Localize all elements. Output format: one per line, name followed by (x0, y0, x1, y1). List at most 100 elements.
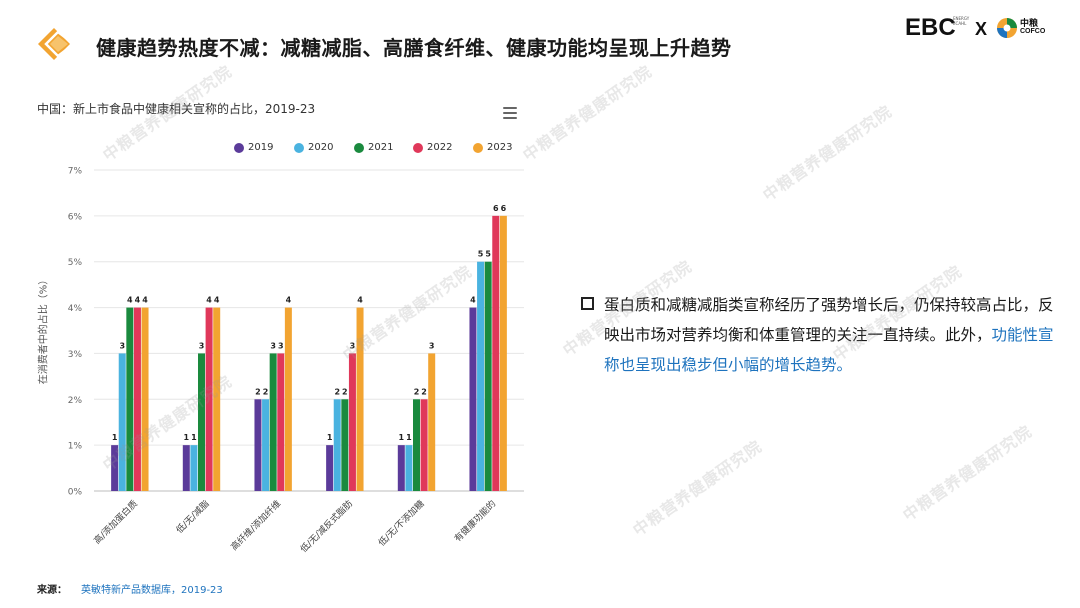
x-tick-label: 有健康功能的 (452, 498, 499, 545)
bar-2021[interactable] (484, 261, 492, 491)
bar-2019[interactable] (182, 445, 190, 491)
bullet-square-icon (581, 297, 594, 310)
bar-2023[interactable] (499, 215, 507, 491)
y-tick-label: 4% (68, 304, 83, 314)
data-label: 4 (127, 296, 133, 305)
bar-2021[interactable] (341, 399, 349, 491)
data-label: 4 (142, 296, 148, 305)
data-label: 6 (493, 204, 499, 213)
data-label: 6 (501, 204, 507, 213)
bar-2021[interactable] (269, 353, 277, 491)
brand-logos: EBC ENERGY ECAHL X 中粮 COFCO (905, 14, 1055, 44)
ebc-logo: EBC (905, 14, 956, 41)
data-label: 2 (263, 387, 269, 396)
bar-2022[interactable] (492, 215, 500, 491)
commentary-main: 蛋白质和减糖减脂类宣称经历了强势增长后，仍保持较高占比，反映出市场对营养均衡和体… (604, 296, 1054, 344)
hamburger-menu-icon[interactable] (503, 107, 517, 119)
cofco-logo-cn: 中粮 (1020, 19, 1039, 29)
data-label: 1 (112, 433, 118, 442)
source-note: 来源： 英敏特新产品数据库，2019-23 (37, 581, 223, 596)
data-label: 1 (399, 433, 405, 442)
y-tick-label: 0% (68, 488, 83, 498)
data-label: 5 (478, 250, 484, 259)
data-label: 2 (334, 387, 340, 396)
page-title: 健康趋势热度不减：减糖减脂、高膳食纤维、健康功能均呈现上升趋势 (96, 36, 732, 60)
y-tick-label: 2% (68, 396, 83, 406)
data-label: 3 (278, 341, 284, 350)
cofco-logo-en: COFCO (1020, 28, 1046, 35)
bar-2020[interactable] (333, 399, 341, 491)
y-tick-label: 7% (68, 167, 83, 177)
bar-2020[interactable] (405, 445, 413, 491)
data-label: 3 (270, 341, 276, 350)
ebc-logo-subtext: ENERGY ECAHL (953, 16, 970, 26)
x-tick-label: 高纤维/添加纤维 (228, 498, 283, 553)
legend-swatch-2020 (294, 143, 304, 153)
bar-2022[interactable] (420, 399, 428, 491)
data-label: 4 (286, 296, 292, 305)
legend-label-2020: 2020 (308, 142, 334, 153)
bar-2023[interactable] (141, 307, 149, 491)
bar-2023[interactable] (213, 307, 221, 491)
data-label: 1 (327, 433, 333, 442)
legend-swatch-2023 (473, 143, 483, 153)
legend-label-2023: 2023 (487, 142, 513, 153)
bar-2022[interactable] (133, 307, 141, 491)
legend-label-2021: 2021 (368, 142, 394, 153)
data-label: 5 (485, 250, 491, 259)
bar-2022[interactable] (348, 353, 356, 491)
legend-swatch-2019 (234, 143, 244, 153)
legend-swatch-2021 (354, 143, 364, 153)
data-label: 3 (119, 341, 125, 350)
bar-2019[interactable] (254, 399, 262, 491)
data-label: 2 (342, 387, 348, 396)
bar-2021[interactable] (413, 399, 420, 491)
x-tick-label: 高/添加蛋白质 (91, 498, 140, 547)
bar-2019[interactable] (111, 445, 119, 491)
commentary-text: 蛋白质和减糖减脂类宣称经历了强势增长后，仍保持较高占比，反映出市场对营养均衡和体… (604, 290, 1056, 380)
bar-2020[interactable] (190, 445, 198, 491)
source-text: 英敏特新产品数据库，2019-23 (81, 585, 223, 596)
data-label: 3 (350, 341, 356, 350)
legend-swatch-2022 (413, 143, 423, 153)
cofco-logo-icon (997, 18, 1017, 38)
bar-2023[interactable] (356, 307, 364, 491)
data-label: 4 (135, 296, 141, 305)
legend-label-2022: 2022 (427, 142, 453, 153)
bar-2021[interactable] (126, 307, 134, 491)
y-tick-label: 3% (68, 350, 83, 360)
data-label: 3 (429, 341, 435, 350)
bar-2020[interactable] (477, 261, 485, 491)
bar-2022[interactable] (205, 307, 213, 491)
bar-2019[interactable] (469, 307, 477, 491)
bar-2021[interactable] (198, 353, 205, 491)
x-tick-label: 低/无/减反式脂肪 (298, 498, 355, 555)
data-label: 1 (191, 433, 197, 442)
data-label: 3 (199, 341, 205, 350)
bar-2020[interactable] (118, 353, 126, 491)
y-tick-label: 5% (68, 258, 83, 268)
data-label: 1 (406, 433, 412, 442)
data-label: 1 (184, 433, 190, 442)
x-tick-label: 低/无/不添加糖 (376, 498, 427, 549)
bar-2023[interactable] (284, 307, 292, 491)
data-label: 4 (470, 296, 476, 305)
bar-2019[interactable] (326, 445, 334, 491)
bar-2019[interactable] (397, 445, 405, 491)
bar-2022[interactable] (277, 353, 285, 491)
data-label: 2 (414, 387, 420, 396)
logo-separator-x: X (975, 19, 988, 39)
chart-title: 中国：新上市食品中健康相关宣称的占比，2019-23 (37, 102, 316, 116)
x-tick-label: 低/无/减脂 (173, 498, 211, 536)
y-tick-label: 6% (68, 212, 83, 222)
data-label: 2 (421, 387, 427, 396)
bar-2023[interactable] (428, 353, 436, 491)
data-label: 2 (255, 387, 261, 396)
diamond-logo-icon (38, 28, 77, 60)
data-label: 4 (214, 296, 220, 305)
commentary-highlight: 功能性宣称也呈现出稳步但小幅的增长趋势。 (604, 326, 1054, 374)
y-tick-label: 1% (68, 442, 83, 452)
legend-label-2019: 2019 (248, 142, 274, 153)
bar-2020[interactable] (262, 399, 270, 491)
